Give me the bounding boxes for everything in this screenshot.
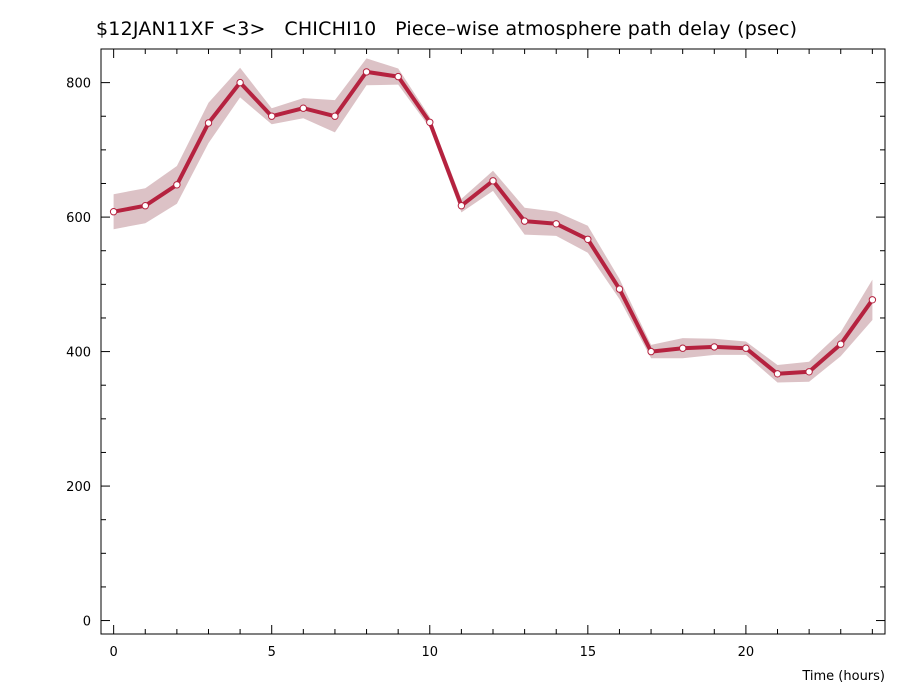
data-point [109,208,118,216]
data-point [331,112,339,120]
data-point [426,118,434,127]
data-point [141,202,150,210]
data-point [837,340,845,348]
axis-ticks-layer [101,49,885,634]
data-point [805,368,813,376]
data-point [268,112,276,120]
data-point [489,177,497,185]
y-tick-label: 800 [66,77,91,92]
plot-frame [100,48,886,635]
y-tick-label: 600 [66,211,91,226]
data-point [552,220,560,228]
data-point [647,347,655,356]
data-point [615,285,624,293]
data-point [520,217,529,225]
data-point [394,72,402,81]
uncertainty-band [113,58,873,383]
data-point [204,119,213,127]
x-tick-label: 20 [738,645,755,660]
y-tick-label: 200 [66,480,91,495]
y-tick-label: 0 [83,615,91,630]
uncertainty-band-layer [113,58,873,383]
data-points-layer [109,68,877,378]
data-point [710,343,718,351]
data-point [362,68,371,76]
data-point [299,104,307,112]
x-tick-label: 15 [580,645,597,660]
data-point [236,78,244,87]
data-point [679,344,687,352]
series-line-layer [113,69,875,376]
data-point [773,370,782,378]
chart-title: $12JAN11XF <3> CHICHI10 Piece–wise atmos… [96,18,798,40]
data-point [173,181,181,189]
series-line [113,69,875,376]
data-point [742,344,750,352]
x-tick-label: 5 [268,645,276,660]
x-axis-title: Time (hours) [801,669,885,684]
x-tick-label: 0 [110,645,118,660]
data-point [457,202,466,210]
x-tick-label: 10 [422,645,439,660]
data-point [868,296,877,304]
data-point [584,235,592,244]
y-tick-label: 400 [66,346,91,361]
